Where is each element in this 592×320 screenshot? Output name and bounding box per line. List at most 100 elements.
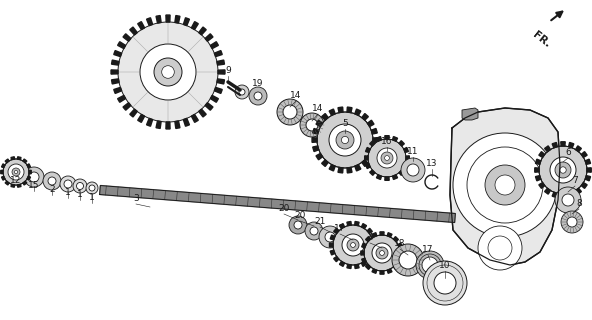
Polygon shape [385, 136, 389, 139]
Polygon shape [130, 109, 137, 117]
Polygon shape [17, 184, 21, 187]
Polygon shape [380, 232, 384, 235]
Text: 12: 12 [10, 176, 22, 185]
Text: 20: 20 [278, 204, 289, 213]
Polygon shape [366, 264, 371, 269]
Circle shape [385, 156, 390, 160]
Circle shape [310, 227, 318, 235]
Text: 8: 8 [576, 199, 582, 208]
Polygon shape [371, 250, 376, 255]
Polygon shape [334, 256, 339, 262]
Text: FR.: FR. [530, 30, 552, 50]
Polygon shape [362, 114, 368, 120]
Circle shape [407, 164, 419, 176]
Circle shape [372, 243, 392, 263]
Polygon shape [377, 137, 381, 141]
Circle shape [539, 146, 587, 194]
Polygon shape [138, 114, 144, 122]
Circle shape [235, 85, 249, 99]
Polygon shape [377, 175, 381, 180]
Circle shape [377, 148, 397, 168]
Circle shape [329, 124, 361, 156]
Polygon shape [347, 167, 352, 173]
Polygon shape [27, 164, 30, 168]
Text: 17: 17 [422, 245, 434, 254]
Polygon shape [535, 168, 539, 172]
Polygon shape [367, 256, 372, 262]
Polygon shape [339, 224, 345, 228]
Polygon shape [568, 142, 574, 148]
Polygon shape [316, 153, 323, 160]
Polygon shape [404, 164, 408, 169]
Text: 2: 2 [49, 185, 55, 194]
Circle shape [86, 182, 98, 194]
Circle shape [347, 239, 359, 251]
Circle shape [89, 185, 95, 191]
Polygon shape [330, 250, 335, 255]
Circle shape [485, 165, 525, 205]
Circle shape [550, 157, 576, 183]
Polygon shape [166, 122, 170, 129]
Polygon shape [312, 138, 317, 142]
Polygon shape [394, 236, 398, 242]
Text: 14: 14 [290, 91, 302, 100]
Circle shape [3, 159, 29, 185]
Polygon shape [118, 42, 126, 49]
Circle shape [434, 272, 456, 294]
Polygon shape [392, 175, 398, 180]
Circle shape [368, 139, 406, 177]
Polygon shape [1, 170, 3, 174]
Polygon shape [362, 243, 366, 248]
Polygon shape [380, 271, 384, 274]
Polygon shape [587, 168, 591, 172]
Polygon shape [362, 160, 368, 166]
Polygon shape [175, 121, 180, 128]
Polygon shape [585, 176, 591, 181]
Circle shape [294, 221, 302, 229]
Polygon shape [371, 146, 377, 152]
Polygon shape [130, 27, 137, 35]
Circle shape [140, 44, 196, 100]
Polygon shape [398, 258, 403, 263]
Polygon shape [184, 18, 189, 26]
Circle shape [399, 251, 417, 269]
Polygon shape [368, 120, 374, 127]
Circle shape [64, 180, 72, 188]
Polygon shape [539, 182, 545, 188]
Circle shape [60, 176, 76, 192]
Polygon shape [329, 164, 335, 171]
Circle shape [254, 92, 262, 100]
Text: 6: 6 [565, 148, 571, 157]
Polygon shape [387, 269, 392, 273]
Polygon shape [321, 160, 328, 166]
Circle shape [350, 243, 355, 247]
Polygon shape [2, 176, 5, 180]
Polygon shape [561, 194, 565, 198]
Circle shape [561, 211, 583, 233]
Circle shape [249, 87, 267, 105]
Polygon shape [147, 18, 153, 26]
Text: 11: 11 [407, 147, 419, 156]
Polygon shape [199, 109, 206, 117]
Text: 19: 19 [252, 79, 264, 88]
Polygon shape [175, 16, 180, 23]
Polygon shape [218, 70, 225, 74]
Polygon shape [373, 138, 378, 142]
Polygon shape [362, 261, 366, 266]
Text: 1: 1 [77, 190, 83, 199]
Polygon shape [316, 120, 323, 127]
Circle shape [560, 167, 566, 173]
Circle shape [277, 99, 303, 125]
Circle shape [325, 232, 335, 242]
Text: 1: 1 [65, 188, 71, 197]
Polygon shape [361, 251, 364, 255]
Polygon shape [400, 251, 403, 255]
Circle shape [73, 179, 87, 193]
Polygon shape [313, 128, 318, 134]
Polygon shape [404, 148, 408, 153]
Circle shape [43, 172, 61, 190]
Circle shape [14, 170, 18, 173]
Text: 13: 13 [426, 159, 437, 168]
Polygon shape [366, 236, 371, 242]
Polygon shape [111, 60, 119, 65]
